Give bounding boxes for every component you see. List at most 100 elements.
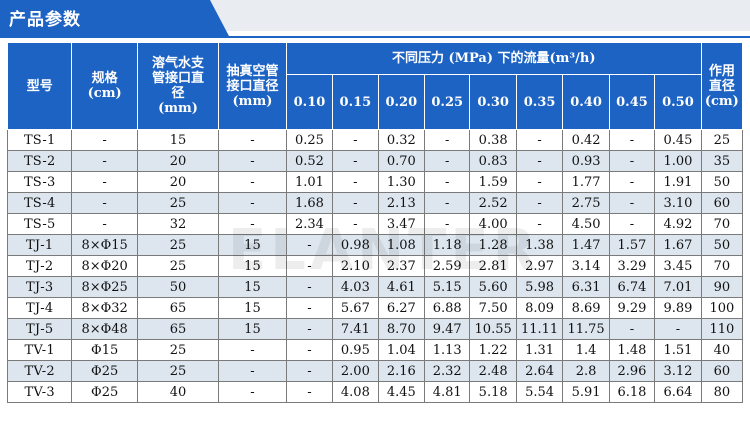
value-cell: 6.27 <box>377 297 426 319</box>
value-cell: - <box>332 150 379 172</box>
value-cell: 7.41 <box>332 318 379 340</box>
value-cell: 6.88 <box>424 297 471 319</box>
header-vacuum-pipe-diameter: 抽真空管接口直径 (mm) <box>218 42 287 130</box>
value-cell: 10.55 <box>469 318 517 340</box>
header-pressure: 0.40 <box>562 74 610 130</box>
value-cell: 15 <box>218 318 287 340</box>
value-cell: 4.50 <box>562 213 610 235</box>
header-pressure: 0.35 <box>515 74 564 130</box>
model-cell: TJ-3 <box>6 276 73 298</box>
value-cell: 9.89 <box>654 297 702 319</box>
value-cell: 9.47 <box>424 318 471 340</box>
value-cell: 25 <box>136 360 220 382</box>
model-cell: TJ-4 <box>6 297 73 319</box>
value-cell: 90 <box>700 276 744 298</box>
value-cell: - <box>515 192 564 214</box>
table-row: TS-2-20-0.52-0.70-0.83-0.93-1.00 35 <box>6 150 744 172</box>
table-row: TJ-5 8×Φ48 65 15-7.41 8.70 9.47 10.55 11.11 11.7… <box>6 318 744 340</box>
value-cell: - <box>654 318 702 340</box>
value-cell: 2.8 <box>562 360 610 382</box>
value-cell: 1.48 <box>608 339 656 361</box>
header-model: 型号 <box>6 42 73 130</box>
header-pressure: 0.20 <box>377 74 426 130</box>
value-cell: 5.54 <box>515 381 564 403</box>
value-cell: 25 <box>136 192 220 214</box>
value-cell: 1.57 <box>608 234 656 256</box>
value-cell: 0.38 <box>469 129 517 151</box>
value-cell: - <box>424 150 471 172</box>
value-cell: 15 <box>218 255 287 277</box>
value-cell: 25 <box>136 255 220 277</box>
value-cell: 25 <box>136 234 220 256</box>
value-cell: - <box>608 129 656 151</box>
value-cell: 3.47 <box>377 213 426 235</box>
value-cell: 4.00 <box>469 213 517 235</box>
value-cell: 4.08 <box>332 381 379 403</box>
value-cell: 1.91 <box>654 171 702 193</box>
value-cell: 20 <box>136 150 220 172</box>
header-pressure: 0.45 <box>608 74 656 130</box>
value-cell: 0.93 <box>562 150 610 172</box>
value-cell: 2.96 <box>608 360 656 382</box>
value-cell: 0.45 <box>654 129 702 151</box>
value-cell: 8×Φ32 <box>71 297 138 319</box>
value-cell: 50 <box>700 234 744 256</box>
value-cell: 1.00 <box>654 150 702 172</box>
header-spec: 规格 (cm) <box>71 42 138 130</box>
value-cell: 15 <box>136 129 220 151</box>
value-cell: 0.95 <box>332 339 379 361</box>
table-row: TS-5-32-2.34-3.47-4.00-4.50-4.92 70 <box>6 213 744 235</box>
value-cell: 40 <box>700 339 744 361</box>
value-cell: 5.60 <box>469 276 517 298</box>
product-parameter-table: 型号 规格 (cm) 溶气水支管接口直径 (mm) 抽真空管接口直径 (mm) 不同压… <box>6 42 744 403</box>
value-cell: 1.4 <box>562 339 610 361</box>
value-cell: 5.18 <box>469 381 517 403</box>
value-cell: 4.92 <box>654 213 702 235</box>
value-cell: 6.64 <box>654 381 702 403</box>
header-effective-diameter: 作用直径 (cm) <box>700 42 744 130</box>
value-cell: 65 <box>136 297 220 319</box>
value-cell: - <box>424 171 471 193</box>
value-cell: - <box>424 192 471 214</box>
value-cell: - <box>218 150 287 172</box>
value-cell: 1.30 <box>377 171 426 193</box>
value-cell: 15 <box>218 276 287 298</box>
header-pressure: 0.15 <box>332 74 379 130</box>
model-cell: TV-1 <box>6 339 73 361</box>
value-cell: 1.01 <box>285 171 334 193</box>
model-cell: TV-2 <box>6 360 73 382</box>
value-cell: 0.98 <box>332 234 379 256</box>
value-cell: 3.12 <box>654 360 702 382</box>
model-cell: TJ-2 <box>6 255 73 277</box>
table-row: TV-3 Φ25 40- -4.08 4.45 4.81 5.18 5.54 5.91 6.18 6… <box>6 381 744 403</box>
value-cell: 15 <box>218 234 287 256</box>
value-cell: - <box>424 129 471 151</box>
value-cell: - <box>285 360 334 382</box>
value-cell: 7.01 <box>654 276 702 298</box>
value-cell: 4.61 <box>377 276 426 298</box>
value-cell: 110 <box>700 318 744 340</box>
value-cell: 8.70 <box>377 318 426 340</box>
value-cell: 3.29 <box>608 255 656 277</box>
value-cell: 1.59 <box>469 171 517 193</box>
value-cell: 1.18 <box>424 234 471 256</box>
table-row: TJ-1 8×Φ15 25 15-0.98 1.08 1.18 1.28 1.38 1.47 1.… <box>6 234 744 256</box>
header-water-pipe-diameter: 溶气水支管接口直径 (mm) <box>136 42 220 130</box>
value-cell: - <box>71 171 138 193</box>
section-header: 产品参数 <box>0 0 750 38</box>
value-cell: 4.81 <box>424 381 471 403</box>
value-cell: 8×Φ15 <box>71 234 138 256</box>
value-cell: - <box>424 213 471 235</box>
value-cell: 2.16 <box>377 360 426 382</box>
value-cell: - <box>285 276 334 298</box>
value-cell: 65 <box>136 318 220 340</box>
model-cell: TJ-1 <box>6 234 73 256</box>
value-cell: - <box>515 171 564 193</box>
value-cell: - <box>332 129 379 151</box>
table-row: TJ-3 8×Φ25 50 15-4.03 4.61 5.15 5.60 5.98 6.31 6.… <box>6 276 744 298</box>
value-cell: - <box>285 234 334 256</box>
value-cell: 25 <box>136 339 220 361</box>
page-title: 产品参数 <box>9 10 81 30</box>
value-cell: 0.70 <box>377 150 426 172</box>
value-cell: 50 <box>700 171 744 193</box>
